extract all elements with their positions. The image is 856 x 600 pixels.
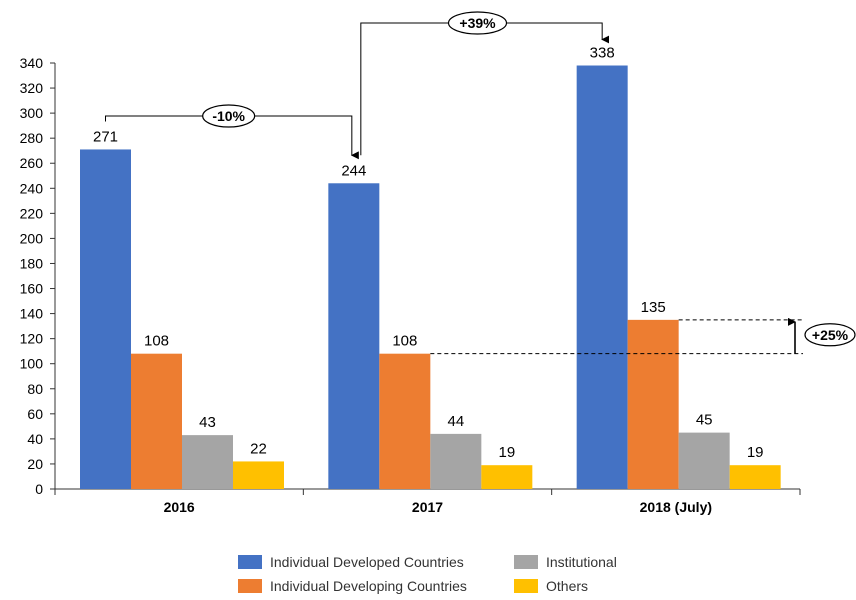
y-tick-label: 220 [20, 205, 44, 221]
y-tick-label: 160 [20, 281, 44, 297]
bar [233, 461, 284, 489]
data-label: 22 [250, 440, 267, 457]
y-tick-label: 0 [35, 481, 43, 497]
legend-swatch-orange [238, 579, 262, 593]
y-tick-label: 280 [20, 130, 44, 146]
x-tick-label: 2018 (July) [640, 499, 712, 515]
y-tick-label: 320 [20, 80, 44, 96]
annotation-label: +25% [812, 327, 849, 343]
x-tick-label: 2017 [412, 499, 443, 515]
y-tick-label: 300 [20, 105, 44, 121]
bar [678, 432, 730, 489]
data-label: 108 [144, 333, 169, 350]
legend-label: Institutional [546, 554, 617, 570]
x-tick-label: 2016 [164, 499, 195, 515]
bar-chart: 0 20 40 60 80 100 120 140 160 180 200 220 240 260 280 3… [20, 11, 856, 515]
bar [131, 353, 182, 489]
y-tick-label: 80 [27, 381, 43, 397]
y-tick-label: 60 [27, 406, 43, 422]
y-tick-label: 340 [20, 55, 44, 71]
change-arrow [360, 22, 610, 156]
annotation-badge [447, 11, 508, 35]
legend-item-others: Others [514, 578, 588, 594]
data-label: 44 [447, 413, 464, 430]
data-label: 271 [93, 128, 118, 145]
data-label: 43 [199, 414, 216, 431]
chart-legend: Individual Developed Countries Individua… [238, 552, 658, 598]
annotation-badge [202, 104, 256, 128]
data-label: 45 [696, 412, 713, 429]
legend-label: Individual Developing Countries [270, 578, 467, 594]
bar [481, 465, 533, 489]
legend-swatch-gray [514, 555, 538, 569]
bar [430, 433, 482, 489]
bar [729, 465, 781, 489]
y-tick-label: 120 [20, 331, 44, 347]
data-label: 135 [641, 299, 666, 316]
annotation-label: +39% [459, 15, 496, 31]
data-label: 19 [498, 444, 515, 461]
y-tick-label: 240 [20, 180, 44, 196]
y-tick-label: 40 [27, 431, 43, 447]
bar [576, 65, 628, 489]
legend-item-developing: Individual Developing Countries [238, 578, 467, 594]
bar [328, 183, 380, 489]
legend-item-institutional: Institutional [514, 554, 617, 570]
legend-swatch-yellow [514, 579, 538, 593]
data-label: 108 [392, 333, 417, 350]
annotation-label: -10% [212, 108, 245, 124]
y-tick-label: 260 [20, 155, 44, 171]
y-tick-label: 140 [20, 306, 44, 322]
y-tick-label: 180 [20, 255, 44, 271]
y-tick-label: 200 [20, 230, 44, 246]
data-label: 19 [747, 444, 764, 461]
bar [182, 435, 233, 489]
data-label: 244 [341, 162, 366, 179]
legend-label: Individual Developed Countries [270, 554, 464, 570]
bar [379, 353, 431, 489]
data-label: 338 [590, 45, 615, 62]
bar [627, 319, 679, 489]
legend-swatch-blue [238, 555, 262, 569]
legend-item-developed: Individual Developed Countries [238, 554, 464, 570]
annotation-badge [804, 323, 856, 347]
y-tick-label: 20 [27, 456, 43, 472]
bar [80, 149, 131, 489]
legend-label: Others [546, 578, 589, 594]
y-tick-label: 100 [20, 356, 44, 372]
